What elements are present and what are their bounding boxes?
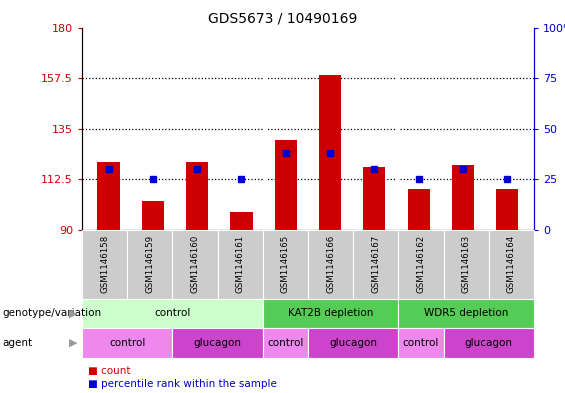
Bar <box>97 162 120 230</box>
Text: GDS5673 / 10490169: GDS5673 / 10490169 <box>208 12 357 26</box>
Bar <box>407 189 430 230</box>
Text: WDR5 depletion: WDR5 depletion <box>424 309 508 318</box>
Text: GSM1146160: GSM1146160 <box>190 235 199 294</box>
Text: agent: agent <box>3 338 33 348</box>
Text: control: control <box>154 309 190 318</box>
Bar <box>142 201 164 230</box>
Text: GSM1146166: GSM1146166 <box>326 235 335 294</box>
Text: GSM1146163: GSM1146163 <box>462 235 471 294</box>
Bar <box>496 189 519 230</box>
Text: glucagon: glucagon <box>194 338 241 348</box>
Bar <box>363 167 385 230</box>
Text: ▶: ▶ <box>69 309 78 318</box>
Text: glucagon: glucagon <box>329 338 377 348</box>
Bar <box>319 75 341 230</box>
Bar <box>275 140 297 230</box>
Text: GSM1146164: GSM1146164 <box>507 235 516 294</box>
Text: control: control <box>403 338 439 348</box>
Text: GSM1146165: GSM1146165 <box>281 235 290 294</box>
Bar <box>452 165 474 230</box>
Text: ▶: ▶ <box>69 338 78 348</box>
Bar <box>186 162 208 230</box>
Text: genotype/variation: genotype/variation <box>3 309 102 318</box>
Text: GSM1146161: GSM1146161 <box>236 235 245 294</box>
Text: control: control <box>109 338 145 348</box>
Text: GSM1146159: GSM1146159 <box>145 235 154 293</box>
Text: GSM1146162: GSM1146162 <box>416 235 425 294</box>
Text: ■ percentile rank within the sample: ■ percentile rank within the sample <box>88 379 276 389</box>
Text: ■ count: ■ count <box>88 366 130 376</box>
Text: control: control <box>267 338 303 348</box>
Text: glucagon: glucagon <box>465 338 512 348</box>
Text: GSM1146158: GSM1146158 <box>100 235 109 294</box>
Bar <box>231 212 253 230</box>
Text: GSM1146167: GSM1146167 <box>371 235 380 294</box>
Text: KAT2B depletion: KAT2B depletion <box>288 309 373 318</box>
